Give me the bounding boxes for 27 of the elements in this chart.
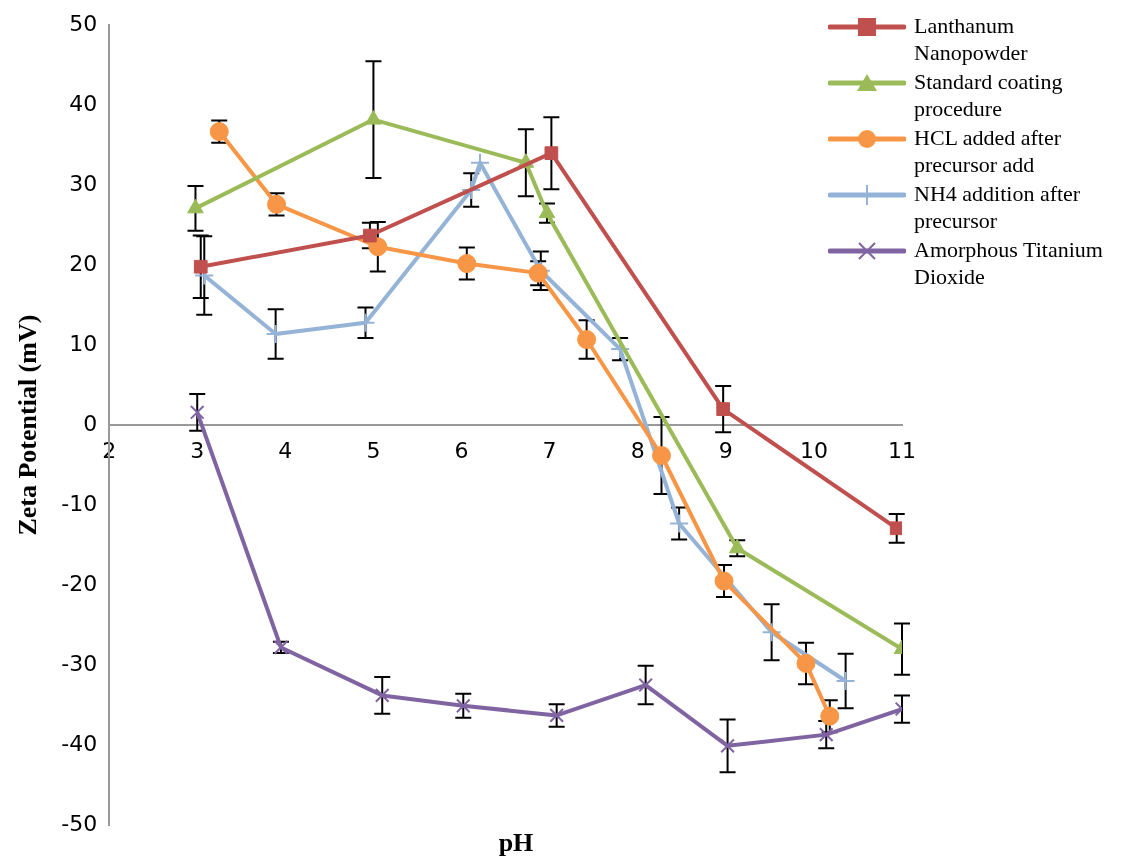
y-axis-title: Zeta Potential (mV) xyxy=(13,314,43,536)
legend-label: Amorphous Titanium Dioxide xyxy=(914,236,1104,290)
x-tick-label: 8 xyxy=(630,438,645,464)
legend-label: Standard coating procedure xyxy=(914,68,1064,122)
y-tick-label: 50 xyxy=(69,10,98,36)
x-tick-label: 5 xyxy=(366,438,381,464)
x-tick-label: 7 xyxy=(542,438,557,464)
x-axis-title: pH xyxy=(497,828,535,858)
x-tick-label: 11 xyxy=(888,438,916,464)
y-tick-label: 0 xyxy=(83,410,98,436)
y-tick-label: 20 xyxy=(69,250,98,276)
x-tick-label: 4 xyxy=(278,438,293,464)
x-tick-label: 3 xyxy=(190,438,205,464)
legend-label: Lanthanum Nanopowder xyxy=(914,12,1029,66)
y-tick-label: 30 xyxy=(69,170,98,196)
x-tick-label: 6 xyxy=(454,438,469,464)
y-tick-label: -30 xyxy=(61,650,98,676)
y-tick-label: -10 xyxy=(61,490,98,516)
legend-label: HCL added after precursor add xyxy=(914,124,1062,178)
y-tick-label: -20 xyxy=(61,570,98,596)
x-tick-label: 10 xyxy=(799,438,828,464)
legend-label: NH4 addition after precursor xyxy=(914,180,1082,234)
y-tick-label: 40 xyxy=(69,90,98,116)
y-tick-label: -50 xyxy=(61,810,98,836)
y-tick-label: 10 xyxy=(69,330,98,356)
y-tick-label: -40 xyxy=(61,730,98,756)
x-tick-label: 9 xyxy=(718,438,733,464)
